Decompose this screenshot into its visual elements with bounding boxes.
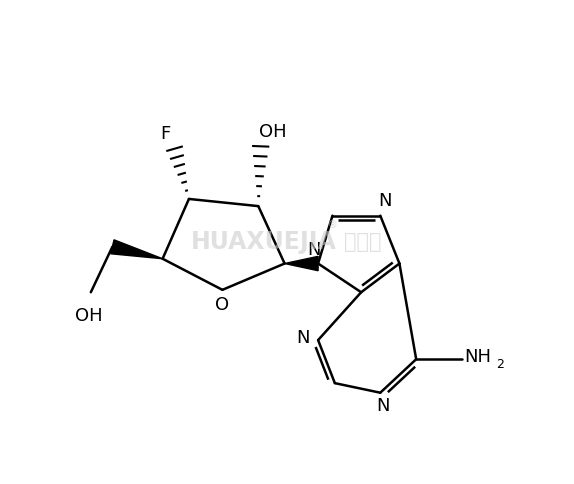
Polygon shape: [285, 257, 318, 271]
Text: OH: OH: [75, 306, 102, 325]
Text: HUAXUEJIA: HUAXUEJIA: [191, 230, 337, 254]
Text: ®: ®: [328, 220, 338, 230]
Text: NH: NH: [464, 348, 491, 366]
Text: N: N: [308, 241, 321, 259]
Text: N: N: [378, 192, 392, 211]
Text: 化学加: 化学加: [344, 232, 382, 252]
Text: N: N: [296, 329, 309, 347]
Polygon shape: [111, 240, 162, 259]
Text: OH: OH: [259, 123, 286, 141]
Text: 2: 2: [497, 359, 505, 371]
Text: O: O: [215, 296, 230, 314]
Text: N: N: [376, 397, 389, 415]
Text: F: F: [160, 125, 170, 143]
